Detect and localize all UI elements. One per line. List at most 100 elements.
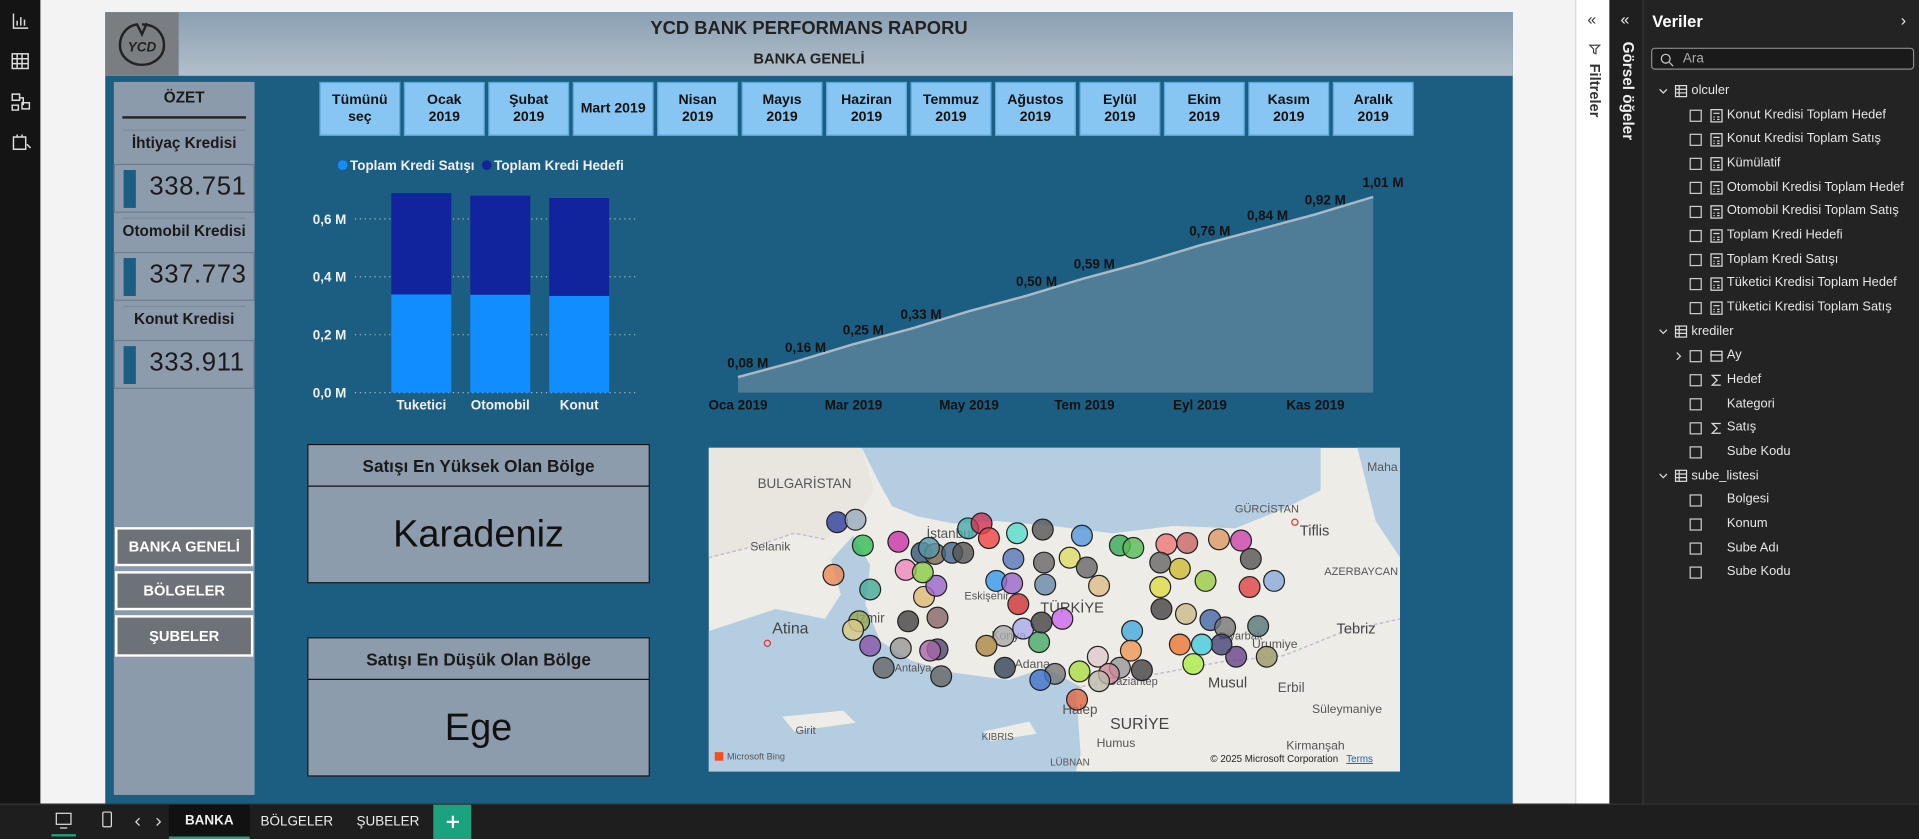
month-button[interactable]: Ağustos 2019 (995, 81, 1076, 136)
field-name[interactable]: Konut Kredisi Toplam Satış (1726, 131, 1881, 146)
month-button[interactable]: Ekim 2019 (1163, 81, 1245, 136)
filters-label[interactable]: Filtreler (1586, 63, 1604, 118)
field-name[interactable]: Konum (1726, 515, 1768, 531)
field-name[interactable]: Tüketici Kredisi Toplam Satış (1726, 299, 1892, 315)
month-button[interactable]: Aralık 2019 (1332, 81, 1414, 136)
map-bubble (1176, 532, 1199, 555)
table-icon[interactable] (11, 53, 29, 70)
map-canvas: BULGARİSTANSelanikİstanbulEskişehirAtina… (708, 447, 1401, 772)
checkbox[interactable] (1689, 374, 1702, 387)
lens (1660, 53, 1671, 64)
checkbox[interactable] (1689, 133, 1702, 146)
month-button[interactable]: Eylül 2019 (1079, 81, 1161, 136)
checkbox[interactable] (1689, 398, 1702, 411)
table-icon (1674, 84, 1688, 98)
terms-link[interactable]: Terms (1346, 754, 1373, 765)
field-name[interactable]: Sube Kodu (1726, 443, 1791, 459)
month-button[interactable]: Haziran 2019 (826, 81, 907, 136)
checkbox[interactable] (1689, 350, 1702, 363)
month-button[interactable]: Tümünü seç (319, 81, 401, 136)
checkbox[interactable] (1689, 277, 1702, 291)
checkbox[interactable] (1689, 109, 1702, 122)
field-name[interactable]: Sube Kodu (1726, 564, 1791, 579)
scroll-arrows[interactable] (134, 817, 162, 826)
checkbox[interactable] (1689, 181, 1702, 195)
data-label: 0,76 M (1189, 224, 1230, 239)
table-name[interactable]: sube_listesi (1691, 467, 1759, 483)
legend-swatch (337, 160, 348, 170)
map[interactable]: BULGARİSTAN Selanik İstanbul Eskişehir Atina… (708, 447, 1401, 772)
collapse-icon[interactable]: « (1587, 9, 1597, 29)
field-name[interactable]: Toplam Kredi Hedefi (1726, 227, 1843, 243)
nav-button[interactable]: ŞUBELER (115, 615, 254, 657)
field-name[interactable]: Tüketici Kredisi Toplam Hedef (1726, 275, 1897, 291)
search-box[interactable]: Ara (1651, 47, 1915, 70)
field-name[interactable]: Kümülatif (1726, 155, 1781, 170)
table-name[interactable]: krediler (1691, 323, 1734, 339)
checkbox[interactable] (1689, 566, 1702, 579)
map-label: Humus (1097, 736, 1136, 750)
checkbox[interactable] (1689, 302, 1702, 315)
map-bubble (872, 656, 895, 679)
card-value-box: 333.911 (113, 339, 255, 389)
field-name[interactable]: Bolgesi (1726, 491, 1770, 507)
model-icon[interactable] (11, 93, 31, 111)
field-name[interactable]: Satış (1726, 419, 1757, 435)
x-tick-label: Mar 2019 (825, 398, 883, 413)
field-name[interactable]: Otomobil Kredisi Toplam Satış (1726, 203, 1899, 219)
page-tab[interactable]: BÖLGELER (260, 814, 334, 830)
field-name[interactable]: Hedef (1726, 371, 1762, 387)
month-button[interactable]: Nisan 2019 (657, 81, 739, 136)
checkbox[interactable] (1689, 422, 1702, 435)
x-tick-label: Oca 2019 (708, 398, 767, 413)
report-icon[interactable] (12, 13, 29, 29)
checkbox[interactable] (1689, 494, 1702, 507)
visuals-label[interactable]: Görsel öğeler (1619, 41, 1637, 141)
month-button[interactable]: Mayıs 2019 (741, 81, 823, 136)
checkbox[interactable] (1689, 253, 1702, 267)
table-name[interactable]: olculer (1691, 83, 1730, 98)
page-tab[interactable]: BANKA (168, 804, 250, 839)
dax-icon[interactable] (12, 134, 32, 150)
month-button[interactable]: Şubat 2019 (488, 81, 570, 136)
month-button[interactable]: Mart 2019 (572, 81, 654, 136)
field-name[interactable]: Ay (1726, 347, 1742, 363)
checkbox[interactable] (1689, 446, 1702, 459)
month-button[interactable]: Ocak 2019 (403, 81, 485, 136)
sum-icon (1710, 422, 1721, 434)
checkbox[interactable] (1689, 542, 1702, 555)
add-tab[interactable] (433, 804, 472, 839)
nav-button[interactable]: BANKA GENELİ (115, 527, 254, 567)
visuals-strip[interactable]: « Görsel öğeler (1609, 0, 1644, 804)
map-bubble (1006, 522, 1029, 545)
field-name[interactable]: Kategori (1726, 395, 1775, 411)
x-tick-label: Tuketici (396, 398, 446, 413)
desktop-icon[interactable] (55, 812, 72, 825)
nav-button[interactable]: BÖLGELER (115, 571, 254, 611)
field-name[interactable]: Konut Kredisi Toplam Hedef (1726, 107, 1886, 122)
checkbox[interactable] (1689, 229, 1702, 243)
checkbox[interactable] (1689, 518, 1702, 531)
field-name[interactable]: Toplam Kredi Satışı (1726, 251, 1839, 267)
map-bubble (859, 634, 882, 657)
expand-icon[interactable]: › (1900, 11, 1907, 30)
map-bubble (1031, 518, 1054, 541)
card-label: İhtiyaç Kredisi (122, 129, 247, 154)
field-name[interactable]: Otomobil Kredisi Toplam Hedef (1726, 179, 1904, 194)
page-tab[interactable]: ŞUBELER (356, 814, 420, 830)
mobile-icon[interactable] (102, 811, 112, 828)
checkbox[interactable] (1689, 157, 1702, 170)
field-name[interactable]: Sube Adı (1726, 539, 1780, 555)
data-label: 0,08 M (727, 355, 768, 370)
map-label: Maha (1367, 460, 1398, 474)
month-button[interactable]: Kasım 2019 (1248, 81, 1330, 136)
city-dot (763, 639, 772, 647)
map-label: Diyarbak (1219, 631, 1263, 643)
collapse-icon[interactable]: « (1620, 9, 1630, 29)
logo-text: YCD (128, 39, 157, 54)
month-button[interactable]: Temmuz 2019 (910, 81, 992, 136)
filter-strip[interactable]: « Filtreler (1575, 0, 1610, 804)
data-panel: Veriler › Ara olculer Konut Kredisi Topla… (1643, 0, 1919, 804)
checkbox[interactable] (1689, 205, 1702, 219)
measure-icon (1710, 205, 1723, 219)
